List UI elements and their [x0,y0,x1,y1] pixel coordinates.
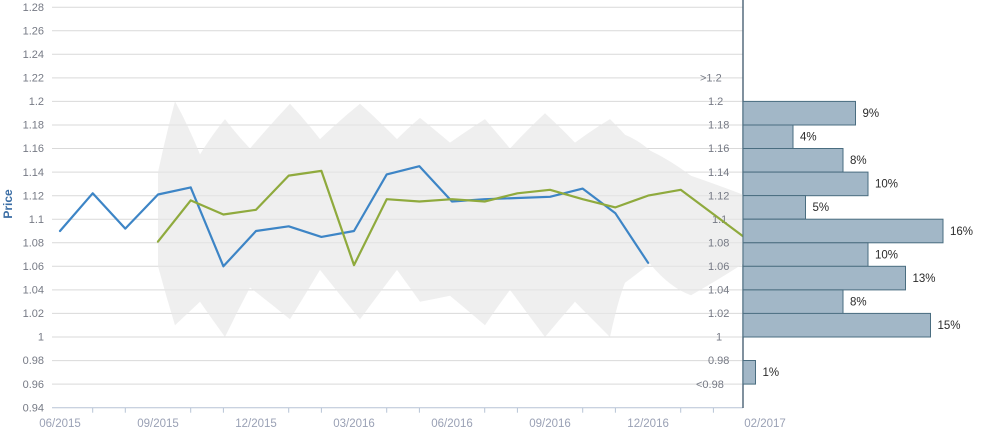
svg-text:1.24: 1.24 [23,49,44,61]
svg-text:1.22: 1.22 [23,73,44,85]
svg-text:1.06: 1.06 [23,261,44,273]
svg-text:15%: 15% [938,320,961,332]
svg-text:1.26: 1.26 [23,26,44,38]
svg-text:1.04: 1.04 [23,285,44,297]
svg-text:9%: 9% [863,108,880,120]
svg-text:0.96: 0.96 [23,379,44,391]
svg-text:1.1: 1.1 [29,214,44,226]
svg-text:4%: 4% [800,132,817,144]
svg-text:13%: 13% [913,273,936,285]
svg-text:1.28: 1.28 [23,2,44,14]
svg-text:1.06: 1.06 [708,261,729,273]
svg-text:1.02: 1.02 [708,308,729,320]
svg-text:0.98: 0.98 [708,355,729,367]
svg-text:1.02: 1.02 [23,308,44,320]
svg-text:02/2017: 02/2017 [744,418,786,430]
svg-text:5%: 5% [813,202,830,214]
svg-text:09/2015: 09/2015 [137,418,179,430]
svg-text:0.98: 0.98 [23,355,44,367]
svg-text:8%: 8% [850,155,867,167]
svg-text:1.08: 1.08 [708,238,729,250]
svg-text:1.08: 1.08 [23,238,44,250]
svg-text:8%: 8% [850,297,867,309]
svg-text:1.16: 1.16 [708,143,729,155]
svg-text:1.2: 1.2 [708,96,723,108]
svg-text:1.04: 1.04 [708,285,729,297]
svg-text:1.14: 1.14 [23,167,44,179]
svg-text:06/2015: 06/2015 [39,418,81,430]
svg-text:1.2: 1.2 [29,96,44,108]
svg-text:0.94: 0.94 [23,403,44,415]
svg-text:Price: Price [1,189,15,219]
svg-text:03/2016: 03/2016 [333,418,375,430]
svg-text:1.18: 1.18 [23,120,44,132]
svg-text:1.12: 1.12 [23,191,44,203]
svg-text:1.14: 1.14 [708,167,729,179]
svg-text:1.12: 1.12 [708,191,729,203]
svg-text:10%: 10% [875,250,898,262]
svg-text:16%: 16% [950,226,973,238]
svg-text:06/2016: 06/2016 [431,418,473,430]
svg-text:12/2015: 12/2015 [235,418,277,430]
svg-text:1.16: 1.16 [23,143,44,155]
svg-text:1.18: 1.18 [708,120,729,132]
svg-text:1%: 1% [763,367,780,379]
svg-text:10%: 10% [875,179,898,191]
svg-text:12/2016: 12/2016 [627,418,669,430]
svg-text:<0.98: <0.98 [696,379,724,391]
svg-text:1: 1 [38,332,44,344]
svg-text:1: 1 [716,332,722,344]
svg-text:>1.2: >1.2 [700,73,722,85]
svg-text:09/2016: 09/2016 [529,418,571,430]
